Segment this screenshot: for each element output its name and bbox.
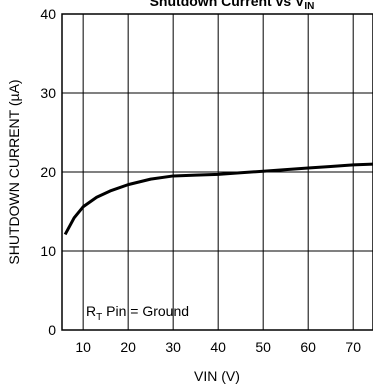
y-tick-label: 40 <box>40 6 56 22</box>
y-tick-label: 0 <box>48 322 56 338</box>
annotation: RT Pin = Ground <box>86 303 189 323</box>
chart-title: Shutdown Current vs VIN <box>150 0 315 12</box>
y-tick-label: 10 <box>40 243 56 259</box>
y-axis-label: SHUTDOWN CURRENT (µA) <box>6 79 22 264</box>
x-tick-label: 40 <box>210 339 226 355</box>
x-axis-label: VIN (V) <box>194 368 240 384</box>
x-tick-label: 50 <box>255 339 271 355</box>
x-tick-label: 20 <box>120 339 136 355</box>
y-tick-label: 20 <box>40 164 56 180</box>
y-tick-label: 30 <box>40 85 56 101</box>
x-tick-label: 10 <box>75 339 91 355</box>
data-line <box>63 162 373 236</box>
plot-frame <box>61 13 373 331</box>
x-tick-label: 30 <box>165 339 181 355</box>
x-tick-label: 70 <box>345 339 361 355</box>
x-tick-label: 60 <box>300 339 316 355</box>
